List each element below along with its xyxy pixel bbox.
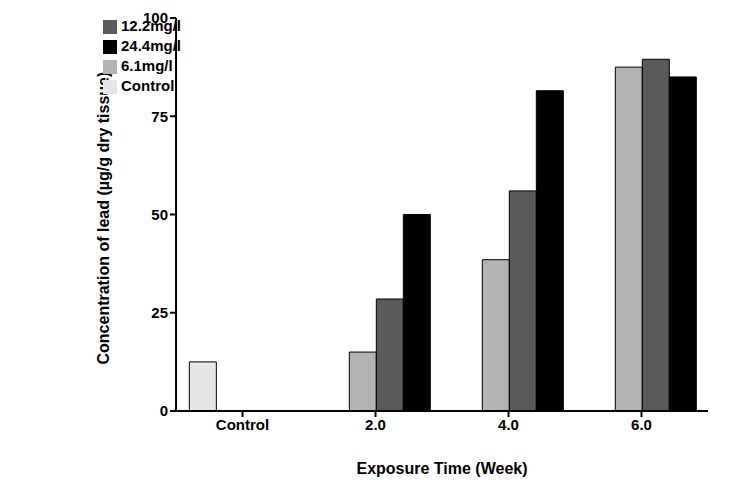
svg-text:Control: Control: [216, 416, 269, 433]
svg-text:0: 0: [160, 402, 168, 419]
svg-text:6.0: 6.0: [631, 416, 652, 433]
svg-text:75: 75: [151, 108, 168, 125]
svg-text:2.0: 2.0: [365, 416, 386, 433]
svg-text:25: 25: [151, 304, 168, 321]
svg-text:4.0: 4.0: [498, 416, 519, 433]
svg-text:Exposure Time (Week): Exposure Time (Week): [357, 460, 528, 477]
svg-text:50: 50: [151, 206, 168, 223]
svg-text:100: 100: [143, 9, 168, 26]
svg-text:Concentration of lead (µg/g dr: Concentration of lead (µg/g dry tissue): [95, 72, 112, 365]
